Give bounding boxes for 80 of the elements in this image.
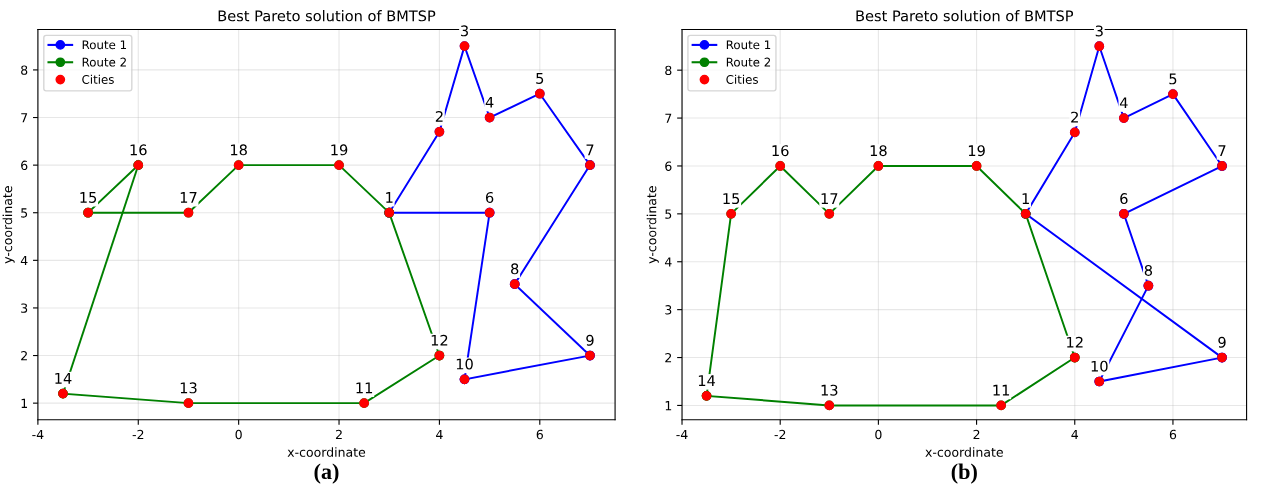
annotation: 13 <box>180 382 197 394</box>
y-tick-label: 4 <box>20 255 28 266</box>
annotation: 2 <box>1071 111 1078 123</box>
annotation: 15 <box>723 193 740 205</box>
annotation: 14 <box>55 373 72 384</box>
legend-label: Route 1 <box>82 40 127 50</box>
annotation: 11 <box>356 382 373 394</box>
annotation: 5 <box>536 73 544 84</box>
annotation: 18 <box>230 144 247 156</box>
annotation: 10 <box>456 358 473 370</box>
legend-label: Route 1 <box>726 40 771 50</box>
text: (b) <box>951 463 977 484</box>
annotation: 19 <box>968 145 985 157</box>
annotation: 15 <box>80 192 97 203</box>
annotation: 14 <box>698 375 716 386</box>
annotation: 3 <box>460 25 468 37</box>
x-axis-title: x-coordinate <box>287 447 366 457</box>
x-tick-label: 2 <box>973 429 980 440</box>
x-tick-label: -4 <box>32 429 44 440</box>
annotation: 18 <box>870 145 887 157</box>
annotation: 9 <box>586 334 594 346</box>
annotation: 1 <box>386 192 393 203</box>
annotation: 7 <box>586 144 594 156</box>
annotation: 3 <box>1095 25 1103 37</box>
chart-title: Best Pareto solution of BMTSP <box>856 10 1074 22</box>
y-tick-label: 5 <box>665 209 672 219</box>
y-tick-label: 2 <box>665 353 672 363</box>
y-tick-label: 8 <box>665 65 672 76</box>
legend-label: Route 2 <box>726 57 771 67</box>
y-tick-label: 6 <box>665 161 672 171</box>
y-tick-label: 1 <box>21 398 28 408</box>
x-tick-label: 0 <box>875 429 882 440</box>
y-tick-label: 2 <box>21 351 27 361</box>
annotation: 19 <box>331 144 348 156</box>
annotation: 1 <box>1022 193 1029 204</box>
y-tick-label: 7 <box>665 113 672 123</box>
annotation: 11 <box>993 384 1010 396</box>
annotation: 13 <box>821 384 838 396</box>
y-tick-label: 8 <box>21 65 28 75</box>
x-axis-title: x-coordinate <box>925 447 1003 457</box>
annotation: 16 <box>130 144 147 156</box>
annotation: 10 <box>1091 360 1108 372</box>
annotation: 5 <box>1169 73 1177 85</box>
y-tick-label: 3 <box>21 303 28 313</box>
annotation: 12 <box>431 334 448 346</box>
annotation: 6 <box>485 191 494 203</box>
y-tick-label: 3 <box>665 305 672 315</box>
legend-label: Cities <box>726 74 758 84</box>
annotation: 9 <box>1218 336 1226 348</box>
x-tick-label: 4 <box>1071 429 1079 440</box>
annotation: 12 <box>1067 336 1083 348</box>
x-tick-label: -2 <box>132 429 144 440</box>
y-tick-label: 7 <box>21 113 28 123</box>
y-tick-label: 1 <box>665 401 672 411</box>
legend-label: Route 2 <box>82 57 126 67</box>
y-tick-label: 4 <box>664 257 672 267</box>
x-tick-label: 6 <box>1169 429 1177 440</box>
annotation: 6 <box>1120 193 1128 205</box>
x-tick-label: 2 <box>335 429 342 440</box>
annotation: 17 <box>180 192 197 203</box>
annotation: 2 <box>435 111 443 122</box>
x-tick-label: -4 <box>676 429 688 440</box>
text: (a) <box>314 463 339 484</box>
x-tick-label: 4 <box>436 429 443 440</box>
annotation: 16 <box>772 145 789 157</box>
annotation: 8 <box>1144 264 1153 276</box>
y-axis-title: y-coordinate <box>646 186 659 264</box>
chart-title: Best Pareto solution of BMTSP <box>218 10 436 22</box>
legend-label: Cities <box>82 74 114 84</box>
x-tick-label: 0 <box>235 429 242 440</box>
annotation: 4 <box>1119 97 1128 109</box>
annotation: 4 <box>485 96 494 108</box>
x-tick-label: -2 <box>774 429 786 440</box>
y-tick-label: 6 <box>21 160 28 171</box>
annotation: 8 <box>511 263 519 275</box>
x-tick-label: 6 <box>536 429 543 440</box>
annotation: 17 <box>821 193 838 204</box>
y-tick-label: 5 <box>21 208 28 218</box>
annotation: 7 <box>1218 145 1226 156</box>
y-axis-title: y-coordinate <box>2 186 15 264</box>
